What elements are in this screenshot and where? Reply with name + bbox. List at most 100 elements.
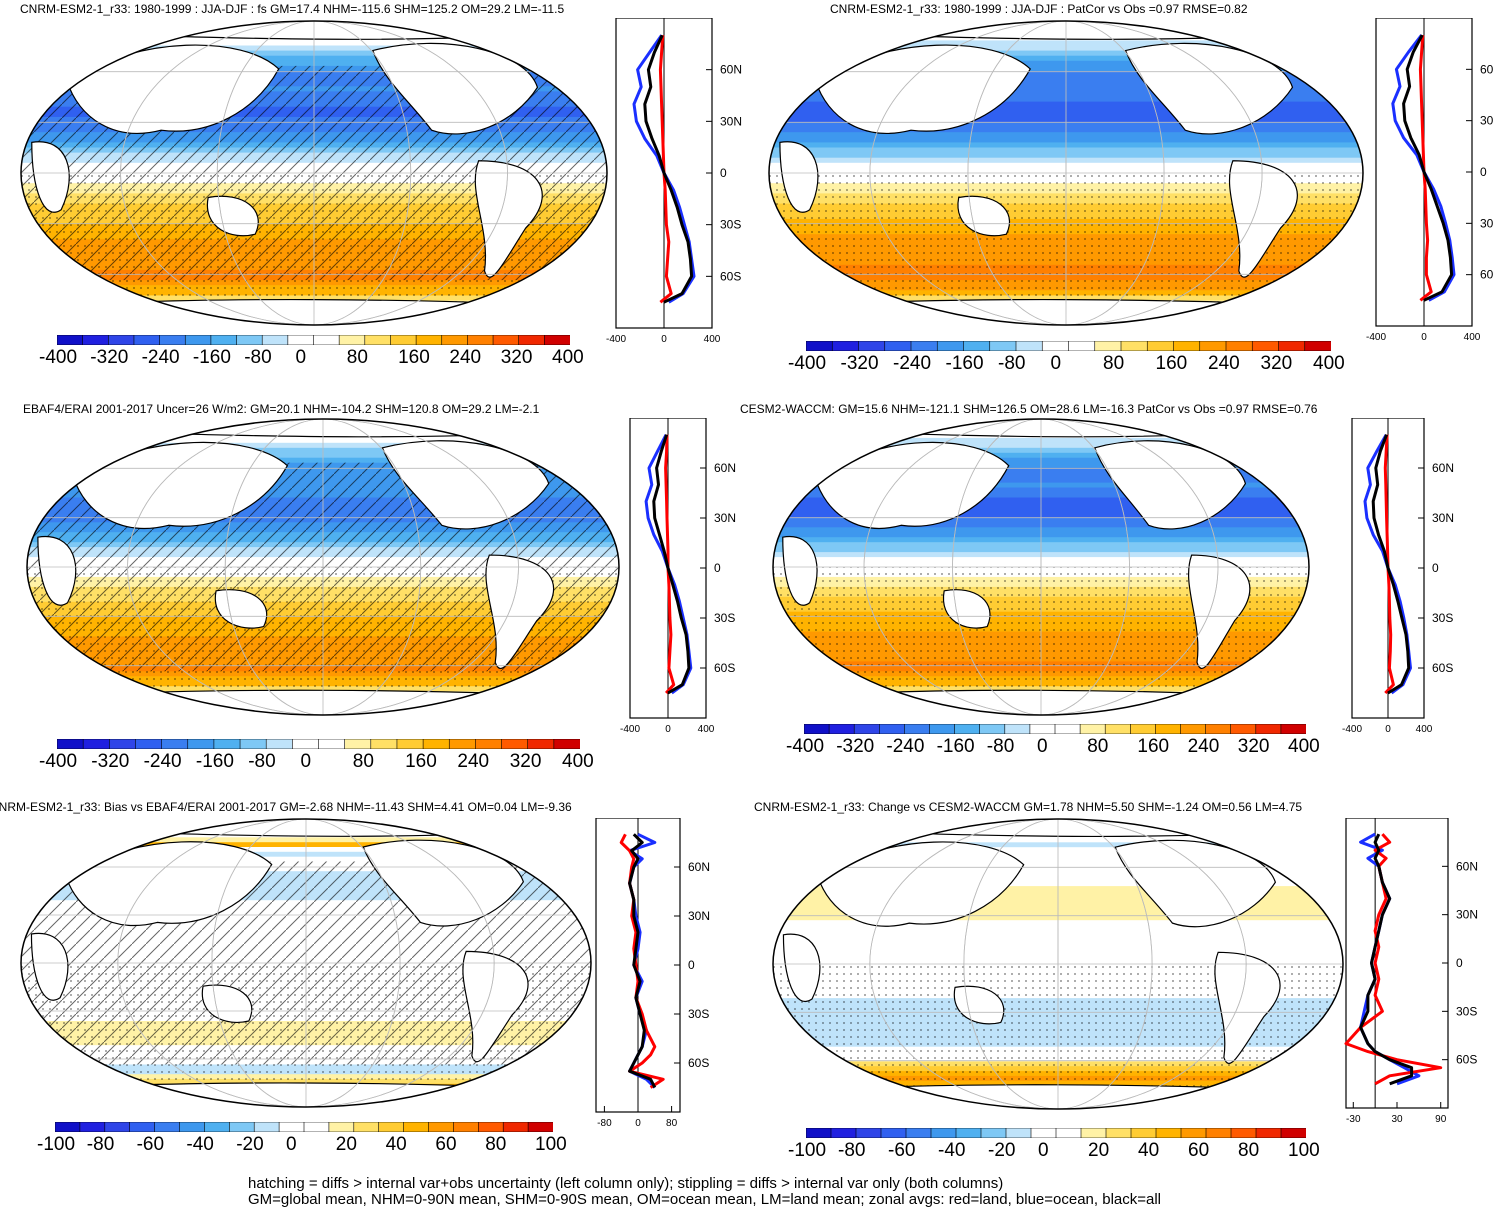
colorbar-label: -320 — [836, 736, 875, 757]
colorbar-swatch — [104, 1122, 131, 1132]
colorbar-label: 240 — [457, 751, 490, 772]
landmass — [1228, 160, 1298, 278]
colorbar-label: -400 — [786, 736, 825, 757]
x-tick-label: -400 — [620, 724, 640, 735]
panel-title: CNRM-ESM2-1_r33: 1980-1999 : JJA-DJF : f… — [20, 2, 565, 16]
colorbar-swatch — [287, 335, 315, 345]
colorbar-label: -20 — [236, 1134, 264, 1155]
lat-tick-label: 60S — [714, 661, 735, 675]
x-tick-label: 400 — [704, 334, 721, 345]
colorbar-label: 320 — [1260, 353, 1293, 374]
colorbar-label: -320 — [91, 751, 130, 772]
colorbar-swatch — [278, 1122, 305, 1132]
colorbar-label: -100 — [788, 1140, 827, 1161]
x-tick-label: 0 — [635, 1118, 641, 1129]
colorbar-swatch — [477, 1122, 504, 1132]
colorbar-swatch — [353, 1122, 380, 1132]
map-outline — [26, 418, 620, 716]
colorbar-swatch — [344, 739, 372, 749]
x-tick-label: 0 — [661, 334, 667, 345]
colorbar-swatch — [1230, 724, 1257, 734]
x-tick-label: -80 — [597, 1118, 612, 1129]
colorbar-swatch — [963, 341, 991, 351]
colorbar-swatch — [954, 724, 981, 734]
colorbar-swatch — [853, 724, 881, 734]
colorbar-swatch — [159, 335, 187, 345]
colorbar-label: 160 — [1155, 353, 1188, 374]
colorbar-swatch — [1155, 1128, 1182, 1138]
colorbar-label: 40 — [1138, 1140, 1160, 1161]
lat-tick-label: 0 — [1456, 956, 1463, 970]
landmass — [31, 141, 70, 213]
graticule-meridian — [863, 419, 1219, 715]
colorbar-label: 320 — [1237, 736, 1270, 757]
landmass — [957, 195, 1011, 237]
colorbar-swatch — [1205, 1128, 1232, 1138]
colorbar-label: 320 — [500, 347, 533, 368]
landmass — [371, 42, 539, 135]
colorbar-label: 100 — [1288, 1140, 1320, 1161]
colorbar-swatch — [910, 341, 939, 351]
colorbar-swatch — [184, 335, 212, 345]
colorbar-swatch — [831, 341, 860, 351]
colorbar-swatch — [313, 335, 340, 345]
colorbar-swatch — [133, 335, 161, 345]
colorbar-label: 60 — [1188, 1140, 1210, 1161]
colorbar-label: -400 — [39, 347, 78, 368]
colorbar-swatch — [544, 335, 570, 345]
colorbar-swatch — [1180, 724, 1207, 734]
lat-tick-label: 30S — [714, 611, 735, 625]
colorbar-swatch — [1130, 1128, 1157, 1138]
footer-line-2: GM=global mean, NHM=0-90N mean, SHM=0-90… — [248, 1191, 1162, 1208]
colorbar-swatch — [1230, 1128, 1257, 1138]
colorbar-label: 400 — [562, 751, 594, 772]
colorbar-swatch — [1173, 341, 1201, 351]
lat-tick-label: 0 — [1480, 165, 1487, 179]
landmass — [37, 535, 77, 606]
colorbar-label: -160 — [195, 751, 234, 772]
colorbar-swatch — [1080, 1128, 1107, 1138]
colorbar — [57, 335, 570, 345]
zonal-line-all — [1371, 434, 1411, 695]
colorbar-swatch — [364, 335, 392, 345]
colorbar-swatch — [107, 335, 135, 345]
lat-tick-label: 30N — [720, 114, 742, 128]
colorbar-label: -400 — [788, 353, 827, 374]
graticule-meridian — [120, 21, 508, 325]
colorbar-label: 60 — [435, 1134, 457, 1155]
footer: hatching = diffs > internal var+obs unce… — [248, 1176, 1161, 1208]
graticule-meridian — [216, 21, 412, 325]
graticule-meridian — [117, 819, 495, 1107]
colorbar-swatch — [980, 1128, 1007, 1138]
lat-tick-label: 30N — [1432, 511, 1454, 525]
colorbar-swatch — [1146, 341, 1175, 351]
colorbar-swatch — [57, 739, 84, 749]
colorbar-swatch — [1155, 724, 1182, 734]
zonal-line-all — [643, 34, 694, 304]
colorbar-swatch — [1079, 724, 1107, 734]
lat-tick-label: 60N — [688, 860, 710, 874]
colorbar-label: 0 — [295, 347, 307, 368]
colorbar-swatch — [204, 1122, 231, 1132]
colorbar-swatch — [858, 341, 886, 351]
colorbar — [804, 724, 1306, 734]
landmass — [1094, 440, 1247, 530]
colorbar-swatch — [415, 335, 443, 345]
colorbar-swatch — [229, 1122, 256, 1132]
colorbar-label: -60 — [888, 1140, 916, 1161]
colorbar-label: 240 — [1208, 353, 1240, 374]
colorbar-swatch — [378, 1122, 405, 1132]
colorbar-label: -240 — [141, 347, 180, 368]
lat-tick-label: 60S — [1456, 1053, 1477, 1067]
colorbar-swatch — [318, 739, 346, 749]
colorbar-swatch — [501, 739, 529, 749]
graticule-meridian — [211, 819, 401, 1107]
colorbar-swatch — [527, 739, 555, 749]
colorbar-swatch — [1094, 341, 1122, 351]
colorbar-swatch — [1015, 341, 1044, 351]
colorbar-swatch — [1104, 724, 1132, 734]
colorbar-swatch — [830, 1128, 857, 1138]
colorbar-swatch — [187, 739, 215, 749]
